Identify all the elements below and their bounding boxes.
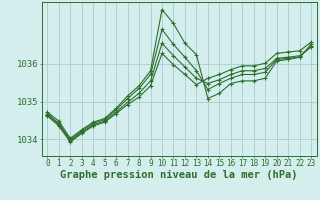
- X-axis label: Graphe pression niveau de la mer (hPa): Graphe pression niveau de la mer (hPa): [60, 170, 298, 180]
